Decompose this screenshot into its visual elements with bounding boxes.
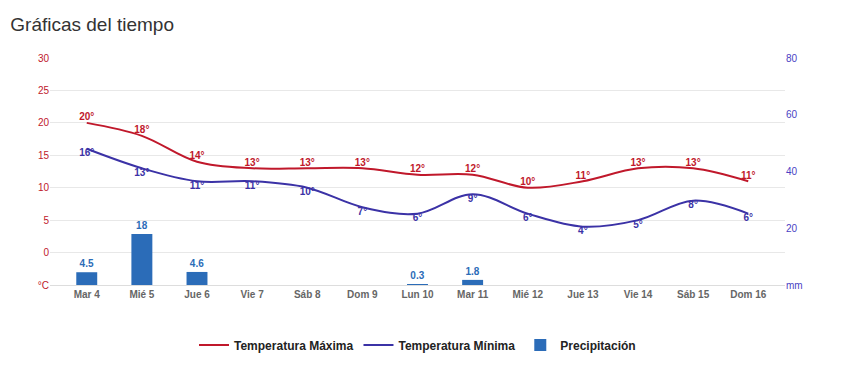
svg-text:13°: 13° — [245, 157, 260, 168]
svg-text:15: 15 — [38, 150, 50, 161]
svg-text:13°: 13° — [355, 157, 370, 168]
svg-text:18°: 18° — [134, 124, 149, 135]
svg-text:Sáb 15: Sáb 15 — [677, 289, 710, 300]
svg-text:Mié 12: Mié 12 — [512, 289, 543, 300]
svg-text:13°: 13° — [134, 167, 149, 178]
svg-text:12°: 12° — [465, 163, 480, 174]
svg-text:Vie 14: Vie 14 — [624, 289, 653, 300]
svg-text:Lun 10: Lun 10 — [401, 289, 434, 300]
svg-text:Temperatura Máxima: Temperatura Máxima — [234, 339, 353, 353]
svg-text:20: 20 — [38, 117, 50, 128]
svg-text:4.6: 4.6 — [190, 258, 204, 269]
svg-text:Jue 6: Jue 6 — [184, 289, 210, 300]
svg-text:Vie 7: Vie 7 — [241, 289, 265, 300]
svg-text:10°: 10° — [300, 186, 315, 197]
svg-text:13°: 13° — [630, 157, 645, 168]
svg-text:7°: 7° — [358, 206, 368, 217]
svg-text:6°: 6° — [523, 212, 533, 223]
svg-text:10: 10 — [38, 182, 50, 193]
svg-text:80: 80 — [786, 53, 798, 64]
svg-text:11°: 11° — [190, 180, 205, 191]
svg-text:25: 25 — [38, 85, 50, 96]
svg-text:Mar 11: Mar 11 — [457, 289, 489, 300]
svg-text:Mar 4: Mar 4 — [74, 289, 101, 300]
svg-text:Jue 13: Jue 13 — [567, 289, 599, 300]
svg-text:18: 18 — [136, 220, 148, 231]
svg-text:30: 30 — [38, 53, 50, 64]
svg-text:20: 20 — [786, 223, 798, 234]
svg-text:40: 40 — [786, 166, 798, 177]
svg-text:mm: mm — [786, 280, 803, 291]
svg-text:Precipitación: Precipitación — [560, 339, 635, 353]
svg-text:11°: 11° — [245, 180, 260, 191]
svg-text:4.5: 4.5 — [80, 258, 94, 269]
svg-text:Temperatura Mínima: Temperatura Mínima — [398, 339, 515, 353]
svg-text:13°: 13° — [686, 157, 701, 168]
svg-text:Gráficas del tiempo: Gráficas del tiempo — [10, 14, 174, 35]
svg-text:Dom 9: Dom 9 — [347, 289, 378, 300]
svg-text:0.3: 0.3 — [410, 270, 424, 281]
svg-text:Sáb 8: Sáb 8 — [294, 289, 321, 300]
svg-text:8°: 8° — [688, 199, 698, 210]
svg-text:11°: 11° — [741, 170, 756, 181]
svg-text:13°: 13° — [300, 157, 315, 168]
svg-text:6°: 6° — [743, 212, 753, 223]
svg-text:60: 60 — [786, 109, 798, 120]
svg-text:11°: 11° — [576, 170, 591, 181]
svg-text:10°: 10° — [520, 176, 535, 187]
svg-text:1.8: 1.8 — [465, 266, 479, 277]
svg-text:5: 5 — [43, 215, 49, 226]
svg-text:14°: 14° — [189, 150, 204, 161]
svg-text:Mié 5: Mié 5 — [129, 289, 154, 300]
svg-text:6°: 6° — [413, 212, 423, 223]
svg-text:20°: 20° — [79, 111, 94, 122]
svg-text:Dom 16: Dom 16 — [730, 289, 767, 300]
svg-text:16°: 16° — [79, 147, 94, 158]
svg-text:0: 0 — [43, 247, 49, 258]
svg-text:9°: 9° — [468, 193, 478, 204]
svg-text:12°: 12° — [410, 163, 425, 174]
svg-text:4°: 4° — [578, 225, 588, 236]
svg-text:5°: 5° — [633, 219, 643, 230]
svg-text:°C: °C — [38, 280, 49, 291]
